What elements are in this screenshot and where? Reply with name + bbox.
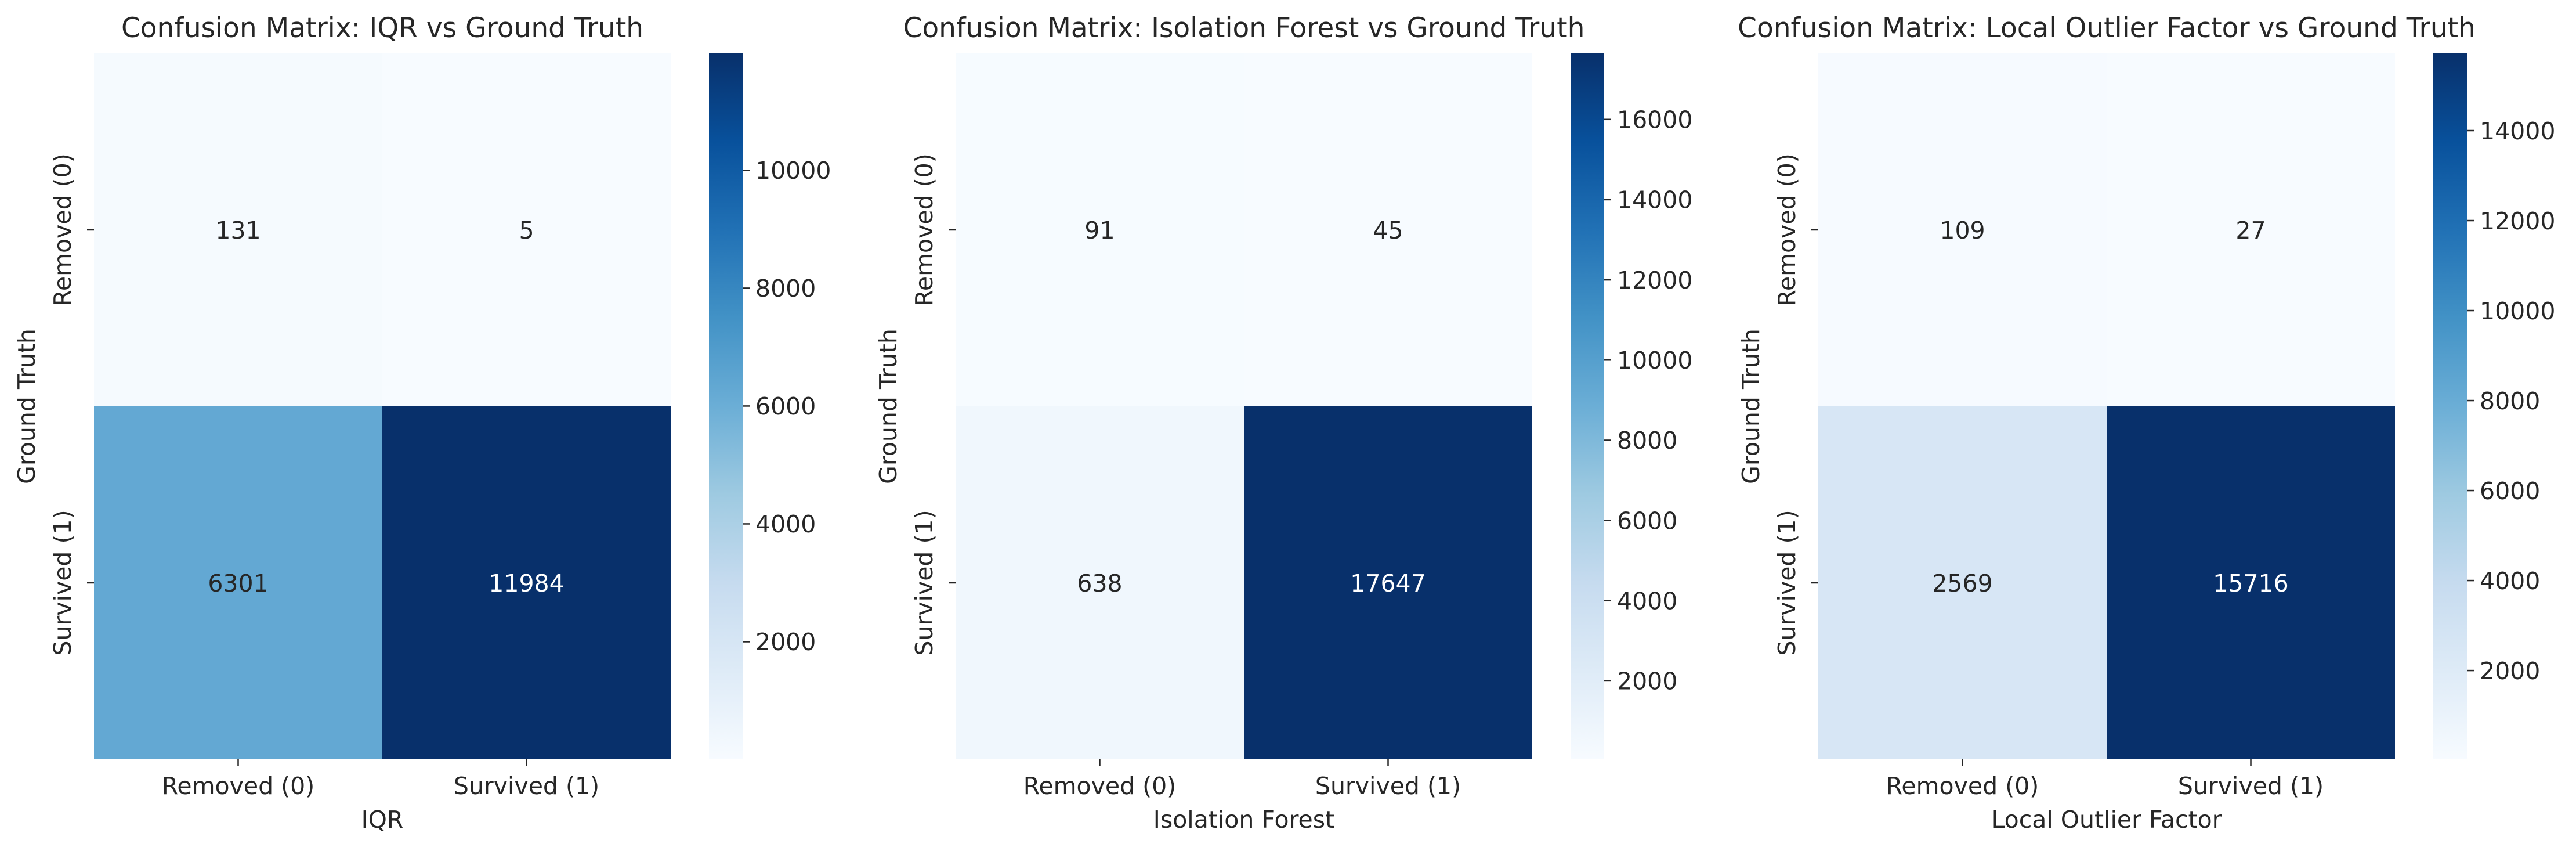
cell-value-label: 638 xyxy=(1077,569,1122,597)
colorbar-tick-label: 8000 xyxy=(755,275,816,302)
colorbar-tick-label: 4000 xyxy=(2480,567,2540,595)
heatmap-cell-r1-c0 xyxy=(1818,406,2107,759)
heatmap-cell-r1-c1 xyxy=(1244,406,1532,759)
colorbar-tick-label: 14000 xyxy=(2480,117,2555,145)
cell-value-label: 91 xyxy=(1084,217,1115,244)
colorbar-tick-label: 6000 xyxy=(755,392,816,420)
colorbar-tick-label: 6000 xyxy=(1617,507,1677,535)
heatmap-cell-r0-c1 xyxy=(382,53,671,406)
chart-title: Confusion Matrix: Local Outlier Factor v… xyxy=(1738,12,2476,44)
colorbar-tick-label: 10000 xyxy=(1617,347,1692,374)
colorbar-tick-label: 4000 xyxy=(1617,587,1677,615)
x-axis-label: IQR xyxy=(361,806,404,834)
heatmap-cell-r0-c1 xyxy=(2107,53,2395,406)
y-tick-label: Survived (1) xyxy=(1773,510,1801,655)
colorbar-tick-label: 8000 xyxy=(1617,427,1677,455)
cell-value-label: 17647 xyxy=(1350,569,1426,597)
y-tick-label: Survived (1) xyxy=(910,510,938,655)
cell-value-label: 27 xyxy=(2235,217,2266,244)
cell-value-label: 45 xyxy=(1373,217,1403,244)
colorbar xyxy=(709,53,743,759)
colorbar-tick-label: 4000 xyxy=(755,510,816,538)
x-tick-label: Removed (0) xyxy=(162,772,315,800)
heatmap-panel-1: Confusion Matrix: IQR vs Ground Truth 131… xyxy=(13,12,831,834)
cell-value-label: 2569 xyxy=(1932,569,1992,597)
heatmap-cell-r1-c1 xyxy=(382,406,671,759)
y-tick-label: Survived (1) xyxy=(49,510,77,655)
y-tick-label: Removed (0) xyxy=(910,153,938,306)
chart-title: Confusion Matrix: Isolation Forest vs Gr… xyxy=(903,12,1585,44)
colorbar-tick-label: 6000 xyxy=(2480,477,2540,505)
cell-value-label: 109 xyxy=(1940,217,1985,244)
cell-value-label: 15716 xyxy=(2213,569,2288,597)
heatmap-cell-r0-c1 xyxy=(1244,53,1532,406)
colorbar-tick-label: 10000 xyxy=(755,157,831,185)
colorbar-tick-label: 12000 xyxy=(1617,266,1692,294)
colorbar-tick-label: 16000 xyxy=(1617,106,1692,134)
y-tick-label: Removed (0) xyxy=(49,153,77,306)
heatmap-panel-2: Confusion Matrix: Isolation Forest vs Gr… xyxy=(874,12,1692,834)
heatmap-panel-3: Confusion Matrix: Local Outlier Factor v… xyxy=(1737,12,2555,834)
x-axis-label: Local Outlier Factor xyxy=(1991,806,2222,834)
colorbar-tick-label: 2000 xyxy=(2480,657,2540,685)
y-axis-label: Ground Truth xyxy=(13,329,41,484)
x-tick-label: Survived (1) xyxy=(2178,772,2324,800)
colorbar-tick-label: 12000 xyxy=(2480,207,2555,235)
x-tick-label: Removed (0) xyxy=(1023,772,1177,800)
cell-value-label: 5 xyxy=(519,217,534,244)
heatmap-cell-r0-c0 xyxy=(94,53,382,406)
colorbar-tick-label: 2000 xyxy=(755,628,816,656)
x-axis-label: Isolation Forest xyxy=(1153,806,1334,834)
x-tick-label: Survived (1) xyxy=(1315,772,1461,800)
colorbar-tick-label: 14000 xyxy=(1617,186,1692,214)
chart-title: Confusion Matrix: IQR vs Ground Truth xyxy=(121,12,643,44)
y-axis-label: Ground Truth xyxy=(1737,329,1765,484)
heatmap-cell-r1-c0 xyxy=(956,406,1244,759)
y-axis-label: Ground Truth xyxy=(874,329,902,484)
cell-value-label: 11984 xyxy=(489,569,564,597)
colorbar-tick-label: 10000 xyxy=(2480,297,2555,325)
x-tick-label: Removed (0) xyxy=(1886,772,2039,800)
heatmap-cell-r1-c1 xyxy=(2107,406,2395,759)
cell-value-label: 131 xyxy=(215,217,261,244)
heatmap-cell-r1-c0 xyxy=(94,406,382,759)
colorbar xyxy=(1571,53,1604,759)
colorbar xyxy=(2433,53,2467,759)
heatmap-cell-r0-c0 xyxy=(1818,53,2107,406)
cell-value-label: 6301 xyxy=(208,569,268,597)
colorbar-tick-label: 8000 xyxy=(2480,387,2540,415)
x-tick-label: Survived (1) xyxy=(454,772,599,800)
colorbar-tick-label: 2000 xyxy=(1617,668,1677,695)
y-tick-label: Removed (0) xyxy=(1773,153,1801,306)
heatmap-cell-r0-c0 xyxy=(956,53,1244,406)
